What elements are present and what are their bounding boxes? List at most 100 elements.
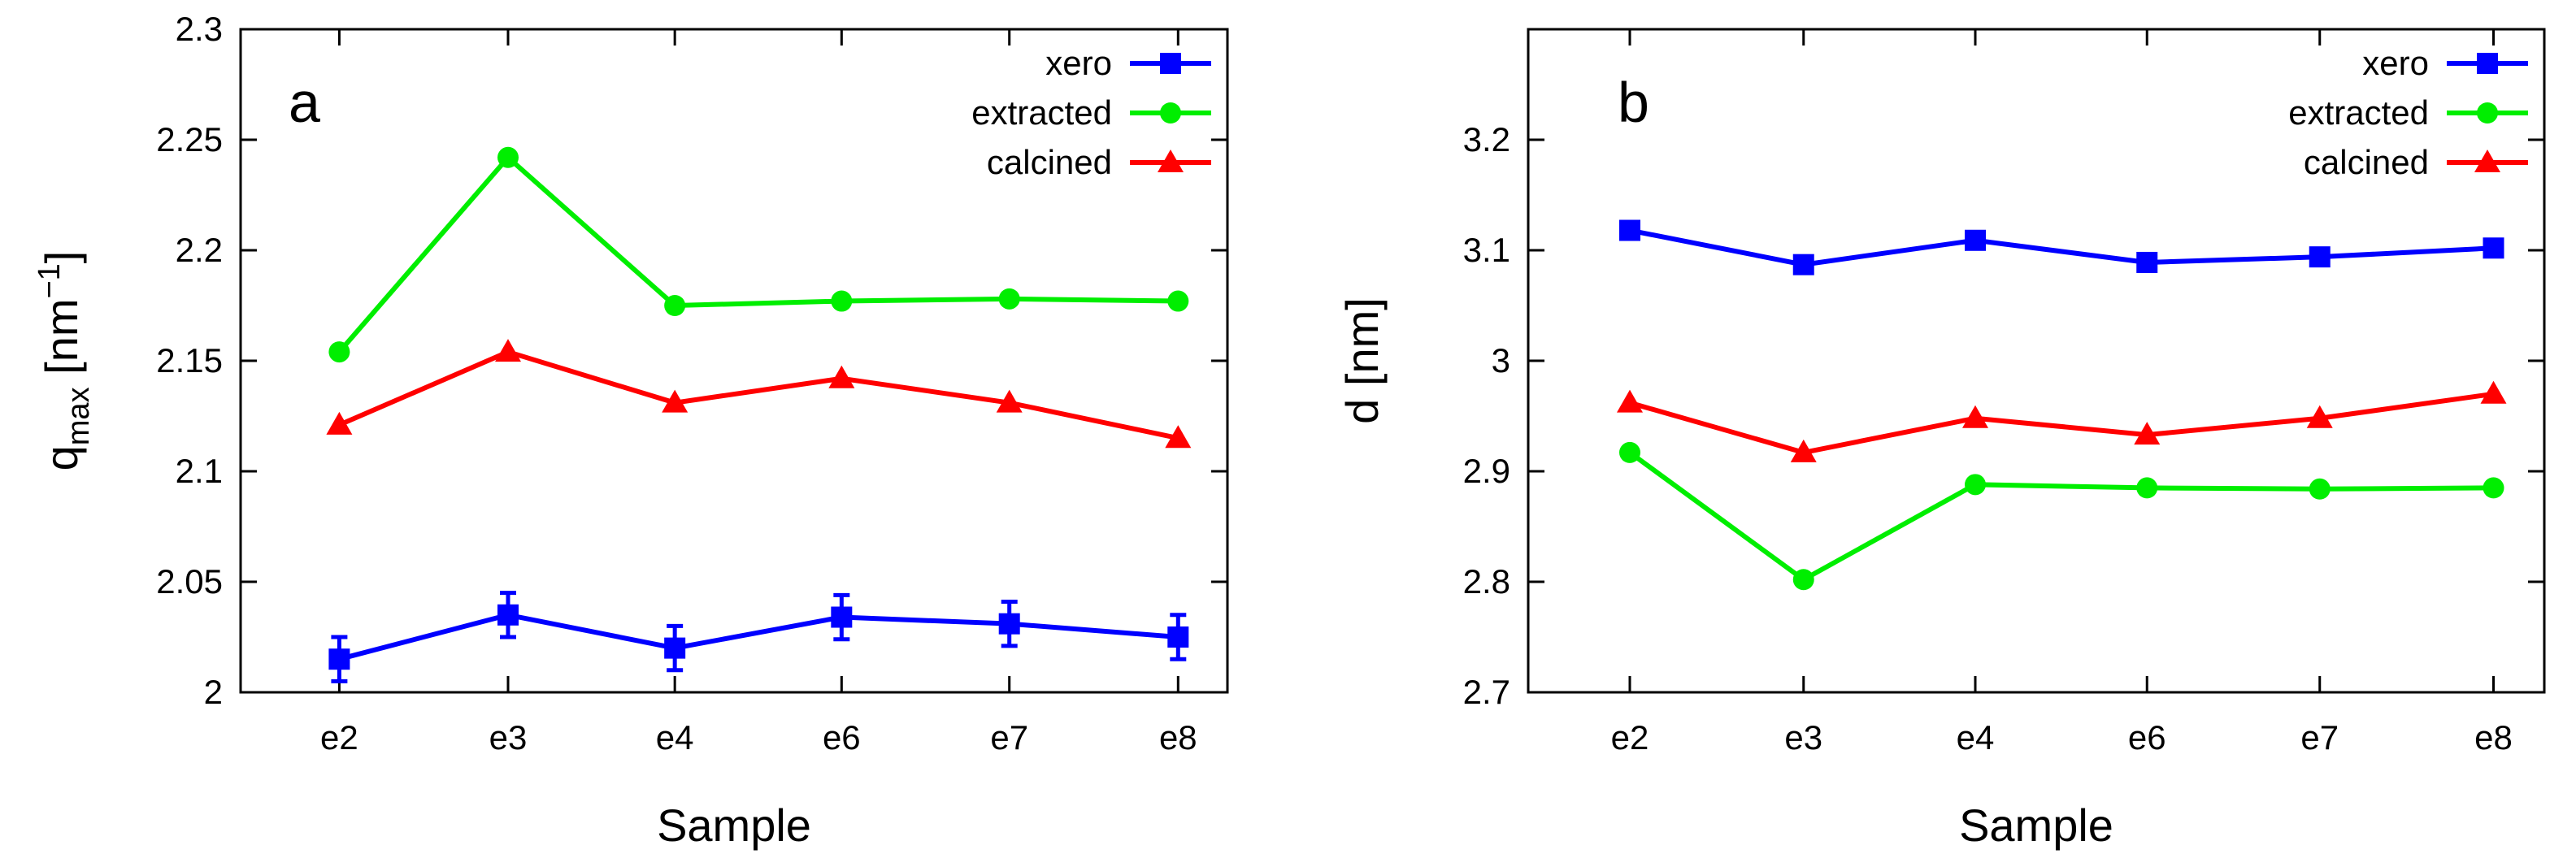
data-point-calcined	[2134, 422, 2161, 445]
series-extracted	[1619, 441, 2504, 591]
data-point-extracted	[497, 146, 519, 168]
legend-marker	[2477, 102, 2498, 124]
data-point-xero	[831, 606, 853, 628]
legend-marker	[1160, 102, 1181, 124]
x-axis-title: Sample	[657, 800, 811, 851]
x-tick-label: e3	[489, 718, 528, 756]
y-tick-label: 2.9	[1463, 452, 1510, 490]
legend-entry-extracted: extracted	[2288, 93, 2528, 132]
x-tick-label: e4	[1957, 718, 1995, 756]
data-point-extracted	[2136, 477, 2158, 499]
data-point-extracted	[998, 288, 1020, 310]
y-tick-label: 2.7	[1463, 673, 1510, 711]
x-tick-label: e7	[990, 718, 1028, 756]
data-point-xero	[328, 648, 350, 670]
x-tick-label: e6	[2128, 718, 2166, 756]
chart-panel-a: 2 2.05 2.1 2.15 2.2 2.25 2.3 e2 e3 e4 e6 e7 e8 Sample…	[33, 10, 1229, 851]
series-line-calcined	[338, 349, 1179, 441]
panel-label: a	[289, 71, 320, 134]
series-extracted	[328, 146, 1189, 363]
data-point-calcined	[828, 365, 855, 388]
legend-label: extracted	[2288, 93, 2429, 132]
x-tick-label: e6	[823, 718, 861, 756]
series-calcined	[326, 339, 1192, 449]
data-point-xero	[664, 637, 686, 659]
legend-entry-calcined: calcined	[987, 143, 1211, 181]
y-axis-title-part: max	[62, 387, 96, 445]
x-tick-label: e4	[656, 718, 694, 756]
y-tick-label: 3.1	[1463, 231, 1510, 269]
y-tick-label: 2.1	[176, 452, 223, 490]
legend-label: calcined	[987, 143, 1112, 181]
series-line-extracted	[1628, 450, 2494, 583]
data-point-calcined	[326, 411, 353, 435]
legend-entry-xero: xero	[2362, 44, 2528, 82]
data-point-extracted	[1619, 441, 1640, 463]
y-tick-label: 2	[204, 673, 223, 711]
data-point-calcined	[662, 389, 689, 413]
legend-label: xero	[1045, 44, 1112, 82]
data-point-calcined	[1790, 439, 1817, 462]
data-point-xero	[1965, 229, 1986, 251]
data-point-xero	[1792, 254, 1814, 275]
y-axis-title: qmax [nm−1]	[33, 251, 96, 471]
data-point-calcined	[1165, 425, 1192, 449]
data-point-xero	[2136, 251, 2158, 273]
panel-label: b	[1618, 71, 1649, 134]
legend-marker	[2474, 150, 2500, 172]
series-calcined	[1617, 380, 2507, 462]
legend-entry-xero: xero	[1045, 44, 1211, 82]
series-line-xero	[338, 612, 1179, 662]
data-point-calcined	[494, 339, 521, 362]
y-tick-label: 2.3	[176, 10, 223, 48]
data-point-xero	[1167, 626, 1189, 648]
legend-label: extracted	[971, 93, 1112, 132]
x-tick-label: e8	[1159, 718, 1197, 756]
data-point-calcined	[2480, 380, 2507, 404]
y-tick-label: 2.8	[1463, 562, 1510, 600]
y-tick-label: 3	[1492, 341, 1510, 379]
data-point-calcined	[1617, 389, 1643, 413]
data-point-extracted	[664, 295, 686, 316]
data-point-xero	[2309, 246, 2331, 268]
data-point-extracted	[2309, 478, 2331, 500]
legend-marker	[1158, 150, 1184, 172]
data-point-extracted	[328, 341, 350, 363]
legend-label: calcined	[2304, 143, 2429, 181]
legend-label: xero	[2362, 44, 2429, 82]
y-tick-label: 3.2	[1463, 120, 1510, 158]
data-point-extracted	[1167, 290, 1189, 312]
data-point-calcined	[1962, 405, 1988, 428]
y-axis-title-part: [nm	[36, 299, 87, 388]
chart-panel-b: 2.7 2.8 2.9 3 3.1 3.2 e2 e3 e4 e6 e7 e8 Sample d [nm]…	[1336, 28, 2546, 851]
data-point-extracted	[2483, 477, 2504, 499]
y-axis-title-part: ]	[36, 251, 87, 264]
data-point-xero	[497, 604, 519, 626]
legend-entry-calcined: calcined	[2304, 143, 2528, 181]
data-point-extracted	[831, 290, 853, 312]
y-tick-label: 2.15	[156, 341, 223, 379]
x-tick-label: e8	[2474, 718, 2513, 756]
data-point-xero	[1619, 219, 1640, 241]
x-tick-label: e2	[320, 718, 358, 756]
data-point-xero	[998, 613, 1020, 635]
series-xero	[328, 591, 1189, 683]
y-tick-label: 2.2	[176, 231, 223, 269]
y-axis-title-part: −1	[33, 263, 67, 298]
legend-entry-extracted: extracted	[971, 93, 1211, 132]
series-xero	[1619, 219, 2504, 275]
data-point-xero	[2483, 237, 2504, 259]
x-tick-label: e2	[1611, 718, 1649, 756]
x-tick-label: e3	[1784, 718, 1822, 756]
x-tick-label: e7	[2300, 718, 2339, 756]
series-line-extracted	[337, 154, 1179, 354]
y-tick-label: 2.25	[156, 120, 223, 158]
data-point-extracted	[1792, 569, 1814, 591]
data-point-calcined	[996, 389, 1023, 413]
y-tick-label: 2.05	[156, 562, 223, 600]
series-line-calcined	[1629, 391, 2494, 455]
x-axis-title: Sample	[1959, 800, 2113, 851]
legend-marker	[2477, 53, 2498, 74]
data-point-extracted	[1965, 474, 1986, 496]
